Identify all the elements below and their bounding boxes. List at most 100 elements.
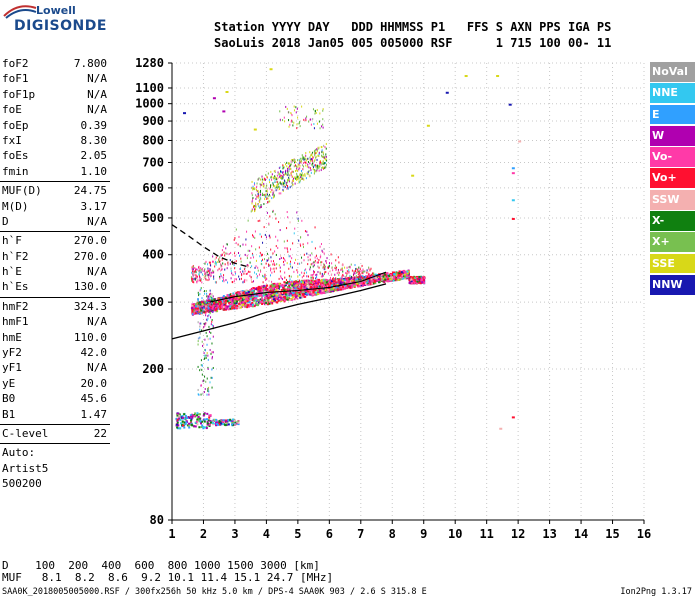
echo-point — [272, 252, 274, 255]
echo-point — [407, 274, 410, 277]
echo-point — [281, 183, 283, 186]
echo-point — [318, 146, 320, 149]
echo-point — [193, 270, 195, 273]
echo-point — [496, 75, 500, 78]
echo-point — [303, 253, 305, 256]
echo-point — [272, 300, 275, 303]
echo-point — [211, 306, 214, 309]
echo-point — [278, 192, 280, 195]
echo-point — [283, 258, 285, 261]
echo-point — [277, 171, 279, 174]
echo-point — [255, 259, 257, 262]
echo-point — [315, 293, 318, 296]
echo-point — [282, 165, 284, 168]
echo-point — [215, 301, 218, 304]
echo-point — [204, 277, 206, 280]
echo-point — [236, 298, 239, 301]
echo-point — [289, 167, 291, 170]
echo-point — [278, 282, 281, 285]
param-value: 8.30 — [80, 133, 108, 147]
echo-point — [249, 261, 251, 264]
echo-point — [247, 265, 249, 268]
echo-point — [408, 279, 411, 282]
echo-point — [219, 300, 222, 303]
echo-point — [255, 188, 257, 191]
echo-point — [260, 269, 262, 272]
echo-point — [295, 292, 298, 295]
echo-point — [362, 271, 364, 274]
echo-point — [255, 197, 257, 200]
echo-point — [268, 178, 270, 181]
echo-point — [398, 270, 401, 273]
echo-point — [202, 427, 205, 430]
echo-point — [331, 290, 334, 293]
echo-point — [215, 281, 217, 284]
echo-point — [305, 119, 307, 122]
echo-point — [399, 278, 402, 281]
echo-point — [239, 299, 242, 302]
echo-point — [302, 246, 304, 249]
echo-point — [353, 276, 355, 279]
echo-point — [365, 277, 368, 280]
echo-point — [237, 296, 240, 299]
echo-point — [324, 268, 326, 271]
echo-point — [302, 177, 304, 180]
echo-point — [279, 175, 281, 178]
echo-point — [336, 283, 339, 286]
echo-point — [296, 169, 298, 172]
echo-point — [371, 279, 374, 282]
echo-point — [288, 118, 290, 121]
echo-point — [356, 279, 359, 282]
echo-point — [212, 351, 214, 354]
echo-point — [316, 288, 319, 291]
echo-point — [285, 278, 287, 281]
echo-point — [300, 279, 303, 282]
echo-point — [306, 282, 309, 285]
echo-point — [312, 265, 314, 268]
echo-point — [243, 279, 245, 282]
echo-point — [244, 270, 246, 273]
echo-point — [368, 278, 370, 281]
echo-point — [359, 271, 361, 274]
echo-point — [246, 304, 249, 307]
echo-point — [316, 275, 318, 278]
echo-point — [258, 205, 260, 208]
echo-point — [309, 118, 311, 121]
echo-point — [330, 287, 333, 290]
echo-point — [319, 271, 321, 274]
echo-point — [359, 275, 362, 278]
echo-point — [413, 281, 416, 284]
echo-point — [197, 340, 199, 343]
echo-point — [342, 270, 344, 273]
echo-point — [218, 420, 221, 423]
echo-point — [253, 208, 255, 211]
echo-point — [315, 274, 317, 277]
echo-point — [310, 285, 313, 288]
echo-point — [339, 278, 342, 281]
echo-point — [243, 301, 246, 304]
echo-point — [207, 338, 209, 341]
echo-point — [297, 294, 300, 297]
echo-point — [240, 291, 243, 294]
echo-point — [291, 257, 293, 260]
echo-point — [205, 301, 207, 304]
echo-point — [270, 186, 272, 189]
echo-point — [210, 271, 212, 274]
echo-point — [277, 181, 279, 184]
echo-point — [247, 291, 250, 294]
echo-point — [359, 274, 361, 277]
echo-point — [341, 268, 343, 271]
echo-point — [287, 166, 289, 169]
echo-point — [206, 274, 208, 277]
echo-point — [273, 284, 276, 287]
echo-point — [256, 276, 258, 279]
echo-point — [285, 181, 287, 184]
echo-point — [324, 271, 326, 274]
echo-point — [197, 291, 199, 294]
echo-point — [280, 296, 283, 299]
echo-point — [191, 278, 193, 281]
echo-point — [411, 282, 414, 285]
echo-point — [234, 252, 236, 255]
echo-point — [311, 294, 314, 297]
echo-point — [257, 178, 259, 181]
